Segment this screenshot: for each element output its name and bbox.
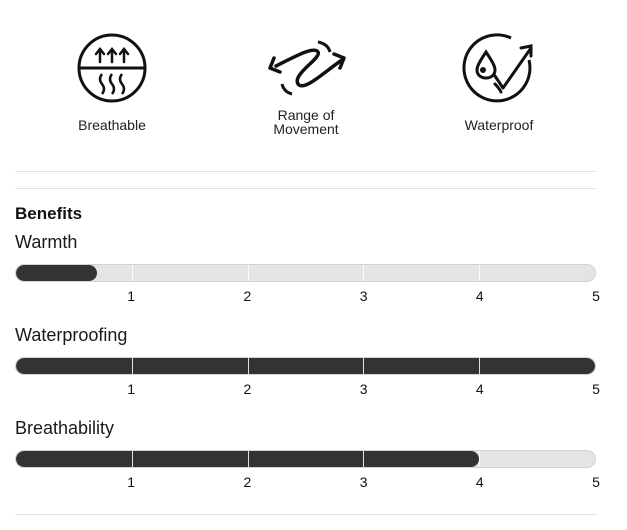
- benefit-meter: Warmth 1 2 3 4 5: [15, 232, 600, 304]
- benefit-meter: Waterproofing 1 2 3 4 5: [15, 325, 600, 397]
- benefit-meter-tick-label: 3: [359, 381, 368, 397]
- benefit-meter-tick-label: 1: [127, 381, 136, 397]
- benefit-meter-segment-divider: [131, 358, 133, 374]
- feature-waterproof: Waterproof: [419, 28, 579, 132]
- benefit-meter-track: [15, 450, 596, 468]
- benefit-meter-label: Waterproofing: [15, 325, 128, 345]
- benefit-meter-track: [15, 357, 596, 375]
- benefit-meter-segment-divider: [363, 451, 365, 467]
- benefit-meter-tick-label: 5: [592, 381, 600, 397]
- benefit-meter-tick-label: 3: [359, 474, 368, 490]
- benefit-meter-fill: [16, 265, 98, 281]
- bottom-divider: [15, 514, 597, 515]
- benefit-meter-segment-divider: [479, 451, 481, 467]
- benefit-meter-tick-label: 3: [359, 288, 368, 304]
- feature-breathable: Breathable: [32, 28, 192, 132]
- benefit-meter-tick-label: 4: [475, 474, 484, 490]
- benefit-meter-segment-divider: [131, 451, 133, 467]
- waterproof-icon: [462, 33, 533, 103]
- benefit-meter-tick-label: 4: [475, 381, 484, 397]
- benefit-meter-segment-divider: [247, 358, 249, 374]
- benefit-meter-segment-divider: [247, 265, 249, 281]
- feature-range-of-movement: Range of Movement: [226, 28, 386, 136]
- benefit-meter-tick-label: 1: [127, 288, 136, 304]
- benefits-title: Benefits: [15, 204, 83, 223]
- range-of-movement-icon: [268, 40, 346, 96]
- benefit-meter-segment-divider: [363, 265, 365, 281]
- benefit-meter-label: Breathability: [15, 418, 115, 438]
- benefit-meter-segment-divider: [479, 265, 481, 281]
- benefit-meter: Breathability 1 2 3 4 5: [15, 418, 600, 490]
- benefit-meter-tick-label: 5: [592, 474, 600, 490]
- breathable-icon: [77, 33, 147, 103]
- benefit-meter-track: [15, 264, 596, 282]
- benefit-meter-tick-label: 2: [243, 381, 252, 397]
- benefit-meter-label: Warmth: [15, 232, 78, 252]
- feature-label: Range of Movement: [273, 107, 339, 137]
- features-top-divider: [15, 171, 597, 172]
- benefit-meter-segment-divider: [247, 451, 249, 467]
- benefit-meter-tick-label: 5: [592, 288, 600, 304]
- benefit-meter-tick-label: 2: [243, 474, 252, 490]
- benefit-meter-tick-label: 4: [475, 288, 484, 304]
- benefit-meter-fill: [16, 358, 595, 374]
- benefit-meter-tick-label: 2: [243, 288, 252, 304]
- benefit-meter-segment-divider: [363, 358, 365, 374]
- feature-label: Breathable: [78, 117, 146, 133]
- benefit-meter-segment-divider: [479, 358, 481, 374]
- feature-icons-row: Breathable Range of Movement Waterproof: [0, 0, 627, 170]
- feature-label: Waterproof: [464, 117, 534, 133]
- benefit-meter-tick-label: 1: [127, 474, 136, 490]
- benefit-meter-segment-divider: [131, 265, 133, 281]
- features-divider: [15, 188, 597, 189]
